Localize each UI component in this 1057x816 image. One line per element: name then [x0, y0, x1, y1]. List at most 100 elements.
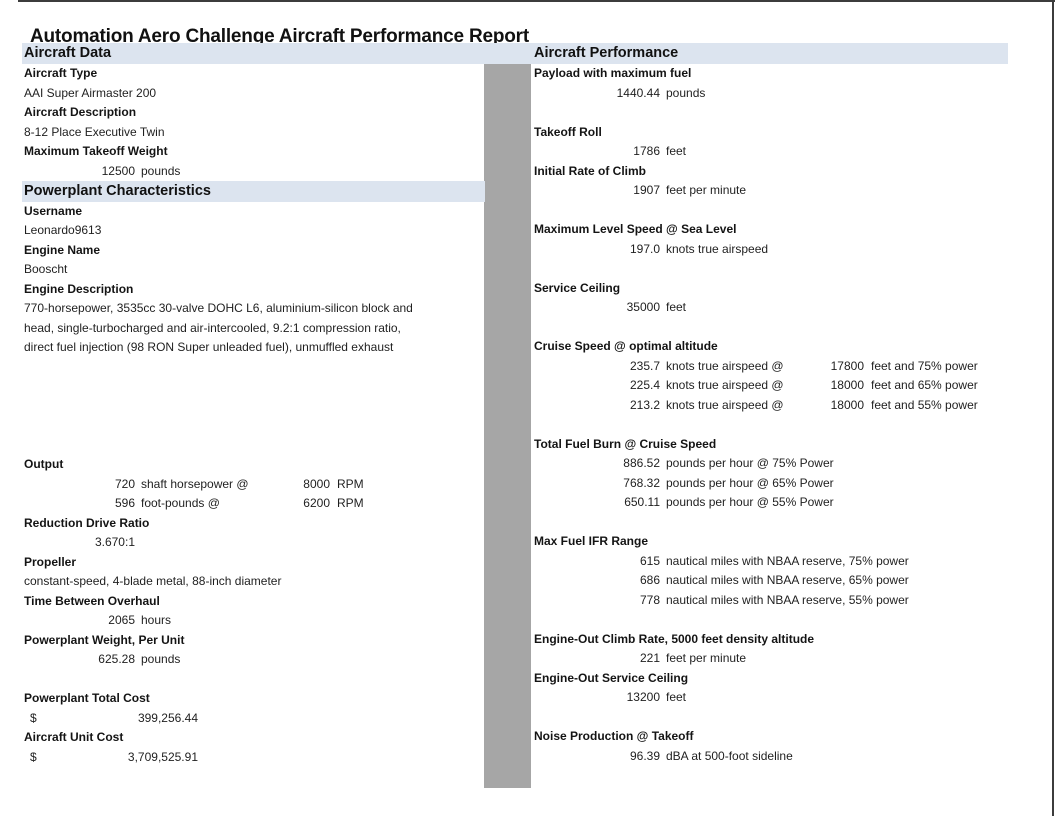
currency-symbol: $: [30, 710, 37, 725]
blank-row: [24, 436, 484, 456]
field-value-text: direct fuel injection (98 RON Super unle…: [24, 340, 394, 354]
value-number-secondary: 17800: [830, 358, 864, 373]
value-number: 1440.44: [616, 85, 660, 100]
field-label: Powerplant Weight, Per Unit: [24, 632, 185, 647]
blank-row: [24, 377, 484, 397]
field-label: Engine Name: [24, 242, 101, 257]
report-row: Maximum Takeoff Weight: [24, 142, 484, 162]
field-label: Total Fuel Burn @ Cruise Speed: [534, 436, 717, 451]
report-row: Output: [24, 455, 484, 475]
report-row: Propeller: [24, 553, 484, 573]
value-unit: nautical miles with NBAA reserve, 65% po…: [666, 573, 909, 587]
value-unit: knots true airspeed @: [666, 378, 784, 392]
blank-row: [534, 610, 1008, 630]
report-row: 12500 pounds: [24, 162, 484, 182]
field-value-text: 770-horsepower, 3535cc 30-valve DOHC L6,…: [24, 301, 413, 315]
field-value-text: Booscht: [24, 262, 68, 276]
field-label: Powerplant Total Cost: [24, 691, 150, 705]
value-unit: nautical miles with NBAA reserve, 75% po…: [666, 553, 909, 568]
report-row: 650.11 pounds per hour @ 55% Power: [534, 493, 1008, 513]
field-value-text: AAI Super Airmaster 200: [24, 85, 157, 100]
report-row: 596 foot-pounds @ 6200 RPM: [24, 494, 484, 514]
field-label: Initial Rate of Climb: [534, 163, 647, 178]
field-label: Maximum Level Speed @ Sea Level: [534, 222, 737, 236]
currency-amount: 3,709,525.91: [127, 749, 198, 764]
report-row: 8-12 Place Executive Twin: [24, 123, 484, 143]
report-row: 2065 hours: [24, 611, 484, 631]
report-row: Username: [24, 202, 484, 222]
report-row: 225.4 knots true airspeed @ 18000 feet and …: [534, 376, 1008, 396]
field-label: Cruise Speed @ optimal altitude: [534, 339, 718, 353]
report-row: 35000 feet: [534, 298, 1008, 318]
report-row: 770-horsepower, 3535cc 30-valve DOHC L6,…: [24, 299, 484, 319]
value-unit: knots true airspeed @: [666, 397, 784, 412]
report-row: 1440.44 pounds: [534, 84, 1008, 104]
field-label: Output: [24, 457, 64, 471]
value-unit: pounds: [141, 163, 181, 178]
report-row: Service Ceiling: [534, 279, 1008, 299]
report-row: Booscht: [24, 260, 484, 280]
value-number: 12500: [101, 163, 135, 178]
value-unit: foot-pounds @: [141, 496, 220, 510]
report-row: Engine Name: [24, 241, 484, 261]
field-label: Engine-Out Service Ceiling: [534, 670, 689, 685]
value-number: 1907: [633, 183, 660, 197]
value-number: 1786: [633, 144, 660, 158]
blank-row: [24, 358, 484, 378]
field-label: Aircraft Type: [24, 66, 98, 80]
page-border-right: [1052, 0, 1054, 816]
value-number: 650.11: [624, 495, 660, 509]
report-row: Powerplant Total Cost: [24, 689, 484, 709]
report-row: 3.670:1: [24, 533, 484, 553]
report-row: Cruise Speed @ optimal altitude: [534, 337, 1008, 357]
report-row: constant-speed, 4-blade metal, 88-inch d…: [24, 572, 484, 592]
report-row: Powerplant Weight, Per Unit: [24, 631, 484, 651]
value-unit: feet: [666, 690, 687, 704]
field-label: Engine Description: [24, 281, 134, 296]
field-label: Username: [24, 203, 83, 218]
value-number: 615: [639, 553, 660, 568]
field-label: Aircraft Unit Cost: [24, 730, 124, 744]
value-unit: feet per minute: [666, 651, 747, 665]
blank-row: [534, 201, 1008, 221]
report-row: 1786 feet: [534, 142, 1008, 162]
value-number: 213.2: [629, 397, 660, 412]
value-number: 2065: [108, 613, 135, 627]
aircraft-performance-column: Payload with maximum fuel 1440.44 pounds Ta…: [534, 64, 1008, 766]
report-row: 625.28 pounds: [24, 650, 484, 670]
report-row: Payload with maximum fuel: [534, 64, 1008, 84]
report-row: AAI Super Airmaster 200: [24, 84, 484, 104]
report-row: Leonardo9613: [24, 221, 484, 241]
value-number: 778: [639, 592, 660, 607]
blank-row: [534, 259, 1008, 279]
value-number: 596: [114, 496, 135, 510]
value-unit: nautical miles with NBAA reserve, 55% po…: [666, 592, 909, 607]
field-value-text: constant-speed, 4-blade metal, 88-inch d…: [24, 574, 282, 588]
blank-row: [534, 318, 1008, 338]
section-header-aircraft-performance: Aircraft Performance: [534, 45, 679, 61]
blank-row: [534, 103, 1008, 123]
report-row: 235.7 knots true airspeed @ 17800 feet and …: [534, 357, 1008, 377]
value-number: 96.39: [629, 748, 660, 763]
report-row: Max Fuel IFR Range: [534, 532, 1008, 552]
page-title: Automation Aero Challenge Aircraft Perfo…: [30, 25, 529, 47]
value-unit: pounds: [141, 652, 181, 666]
report-row: 1907 feet per minute: [534, 181, 1008, 201]
field-value-text: head, single-turbocharged and air-interc…: [24, 320, 401, 335]
currency-symbol: $: [30, 749, 37, 764]
value-number: 625.28: [98, 652, 135, 666]
field-value-text: 8-12 Place Executive Twin: [24, 124, 165, 139]
report-row: Aircraft Description: [24, 103, 484, 123]
report-row: Reduction Drive Ratio: [24, 514, 484, 534]
value-number-secondary: 6200: [303, 496, 330, 510]
report-row: 886.52 pounds per hour @ 75% Power: [534, 454, 1008, 474]
value-number: 768.32: [623, 475, 660, 490]
value-unit: hours: [141, 613, 172, 627]
subsection-title: Powerplant Characteristics: [24, 183, 211, 199]
value-number: 720: [114, 476, 135, 491]
field-label: Engine-Out Climb Rate, 5000 feet density…: [534, 631, 815, 646]
field-label: Propeller: [24, 554, 77, 569]
report-row: 221 feet per minute: [534, 649, 1008, 669]
value-number: 886.52: [623, 456, 660, 470]
section-header-band: Aircraft Data Aircraft Performance: [22, 43, 1008, 64]
